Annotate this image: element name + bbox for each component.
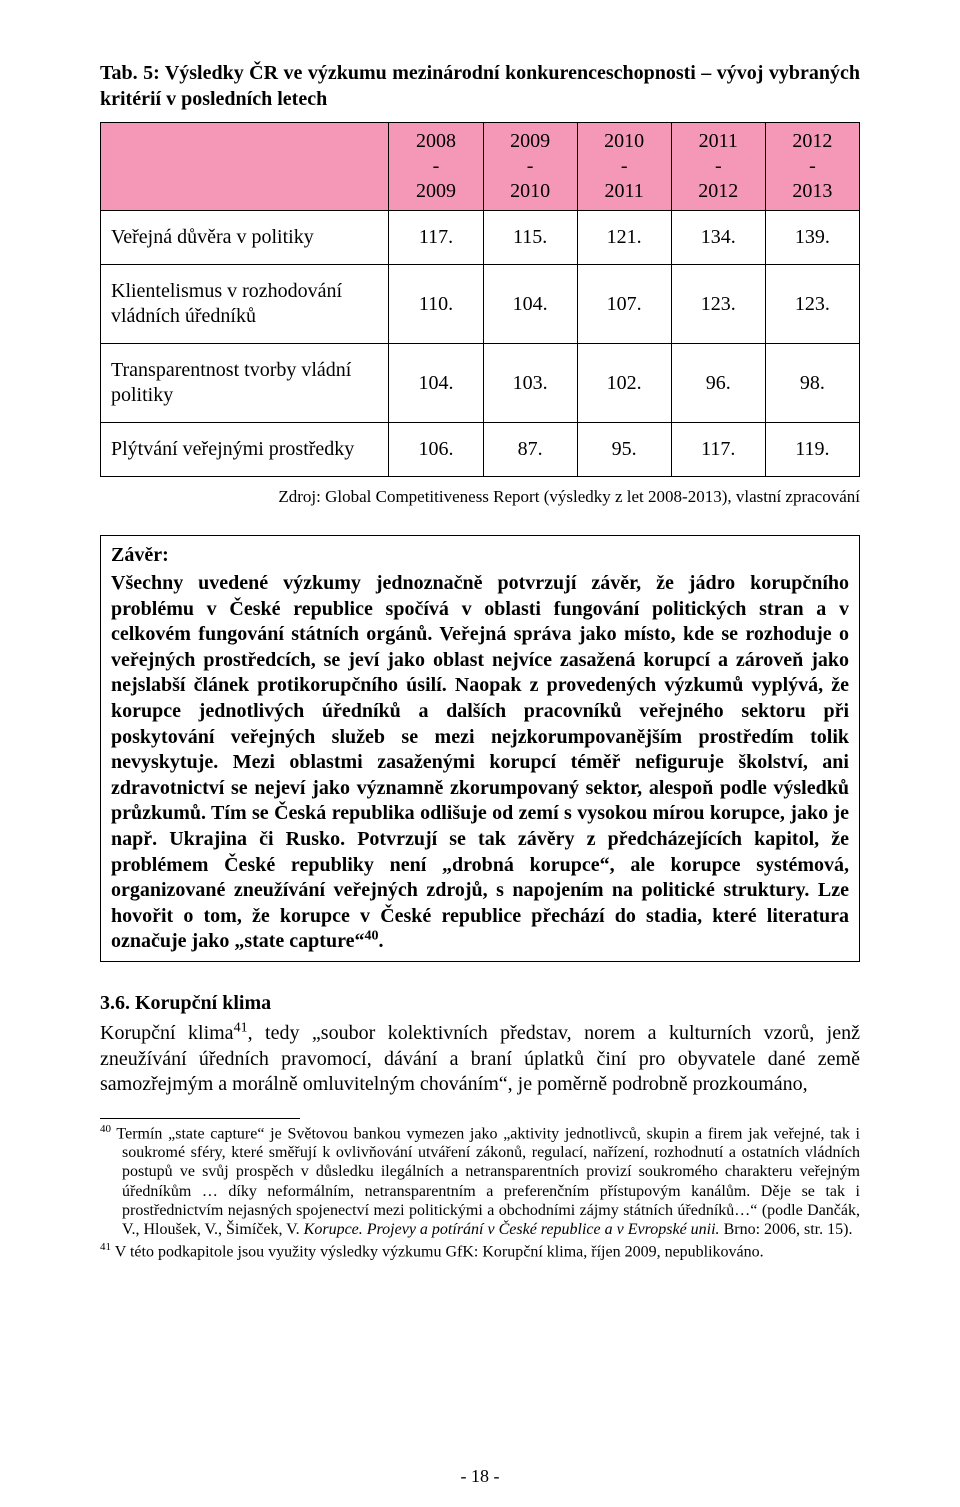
footnote-text: V této podkapitole jsou využity výsledky… <box>111 1243 764 1260</box>
table-cell: 117. <box>389 211 483 265</box>
section-heading: 3.6. Korupční klima <box>100 992 860 1015</box>
conclusion-tail: . <box>378 930 383 952</box>
footnote-text-b: Brno: 2006, str. 15). <box>720 1221 853 1238</box>
table-cell: 104. <box>389 344 483 423</box>
para-text-a: Korupční klima <box>100 1022 234 1044</box>
table-cell: 102. <box>577 344 671 423</box>
footnote-ref-40: 40 <box>364 929 378 944</box>
row-label: Plýtvání veřejnými prostředky <box>101 423 389 477</box>
table-cell: 103. <box>483 344 577 423</box>
table-cell: 117. <box>671 423 765 477</box>
conclusion-text: Všechny uvedené výzkumy jednoznačně potv… <box>111 572 849 952</box>
table-cell: 134. <box>671 211 765 265</box>
conclusion-title: Závěr: <box>111 544 849 567</box>
table-cell: 139. <box>765 211 859 265</box>
footnote-ref-41: 41 <box>234 1020 248 1035</box>
footnote-italic: Korupce. Projevy a potírání v České repu… <box>304 1221 720 1238</box>
section-paragraph: Korupční klima41, tedy „soubor kolektivn… <box>100 1021 860 1098</box>
footnote-separator <box>100 1118 300 1119</box>
row-label: Klientelismus v rozhodování vládních úře… <box>101 265 389 344</box>
conclusion-box: Závěr: Všechny uvedené výzkumy jednoznač… <box>100 535 860 962</box>
table-row: Plýtvání veřejnými prostředky 106. 87. 9… <box>101 423 860 477</box>
table-cell: 115. <box>483 211 577 265</box>
table-cell: 107. <box>577 265 671 344</box>
table-row: Klientelismus v rozhodování vládních úře… <box>101 265 860 344</box>
table-head-y3: 2010 - 2011 <box>577 123 671 211</box>
footnote-41: 41 V této podkapitole jsou využity výsle… <box>100 1241 860 1262</box>
table-cell: 110. <box>389 265 483 344</box>
table-source: Zdroj: Global Competitiveness Report (vý… <box>100 487 860 507</box>
table-cell: 106. <box>389 423 483 477</box>
table-cell: 119. <box>765 423 859 477</box>
table-head-empty <box>101 123 389 211</box>
table-cell: 121. <box>577 211 671 265</box>
table-cell: 96. <box>671 344 765 423</box>
table-cell: 123. <box>765 265 859 344</box>
footnote-number: 41 <box>100 1241 111 1253</box>
conclusion-body: Všechny uvedené výzkumy jednoznačně potv… <box>111 571 849 955</box>
table-head-y4: 2011 - 2012 <box>671 123 765 211</box>
row-label: Veřejná důvěra v politiky <box>101 211 389 265</box>
table-cell: 123. <box>671 265 765 344</box>
footnote-number: 40 <box>100 1123 111 1135</box>
table-row: Veřejná důvěra v politiky 117. 115. 121.… <box>101 211 860 265</box>
data-table: 2008 - 2009 2009 - 2010 2010 - 2011 2011… <box>100 122 860 477</box>
table-cell: 98. <box>765 344 859 423</box>
table-head-y1: 2008 - 2009 <box>389 123 483 211</box>
page-number: - 18 - <box>0 1466 960 1487</box>
table-cell: 104. <box>483 265 577 344</box>
row-label: Transparentnost tvorby vládní politiky <box>101 344 389 423</box>
table-cell: 95. <box>577 423 671 477</box>
table-cell: 87. <box>483 423 577 477</box>
footnote-40: 40 Termín „state capture“ je Světovou ba… <box>100 1123 860 1239</box>
table-head-y5: 2012 - 2013 <box>765 123 859 211</box>
table-caption: Tab. 5: Výsledky ČR ve výzkumu mezinárod… <box>100 60 860 112</box>
table-head-y2: 2009 - 2010 <box>483 123 577 211</box>
table-row: Transparentnost tvorby vládní politiky 1… <box>101 344 860 423</box>
